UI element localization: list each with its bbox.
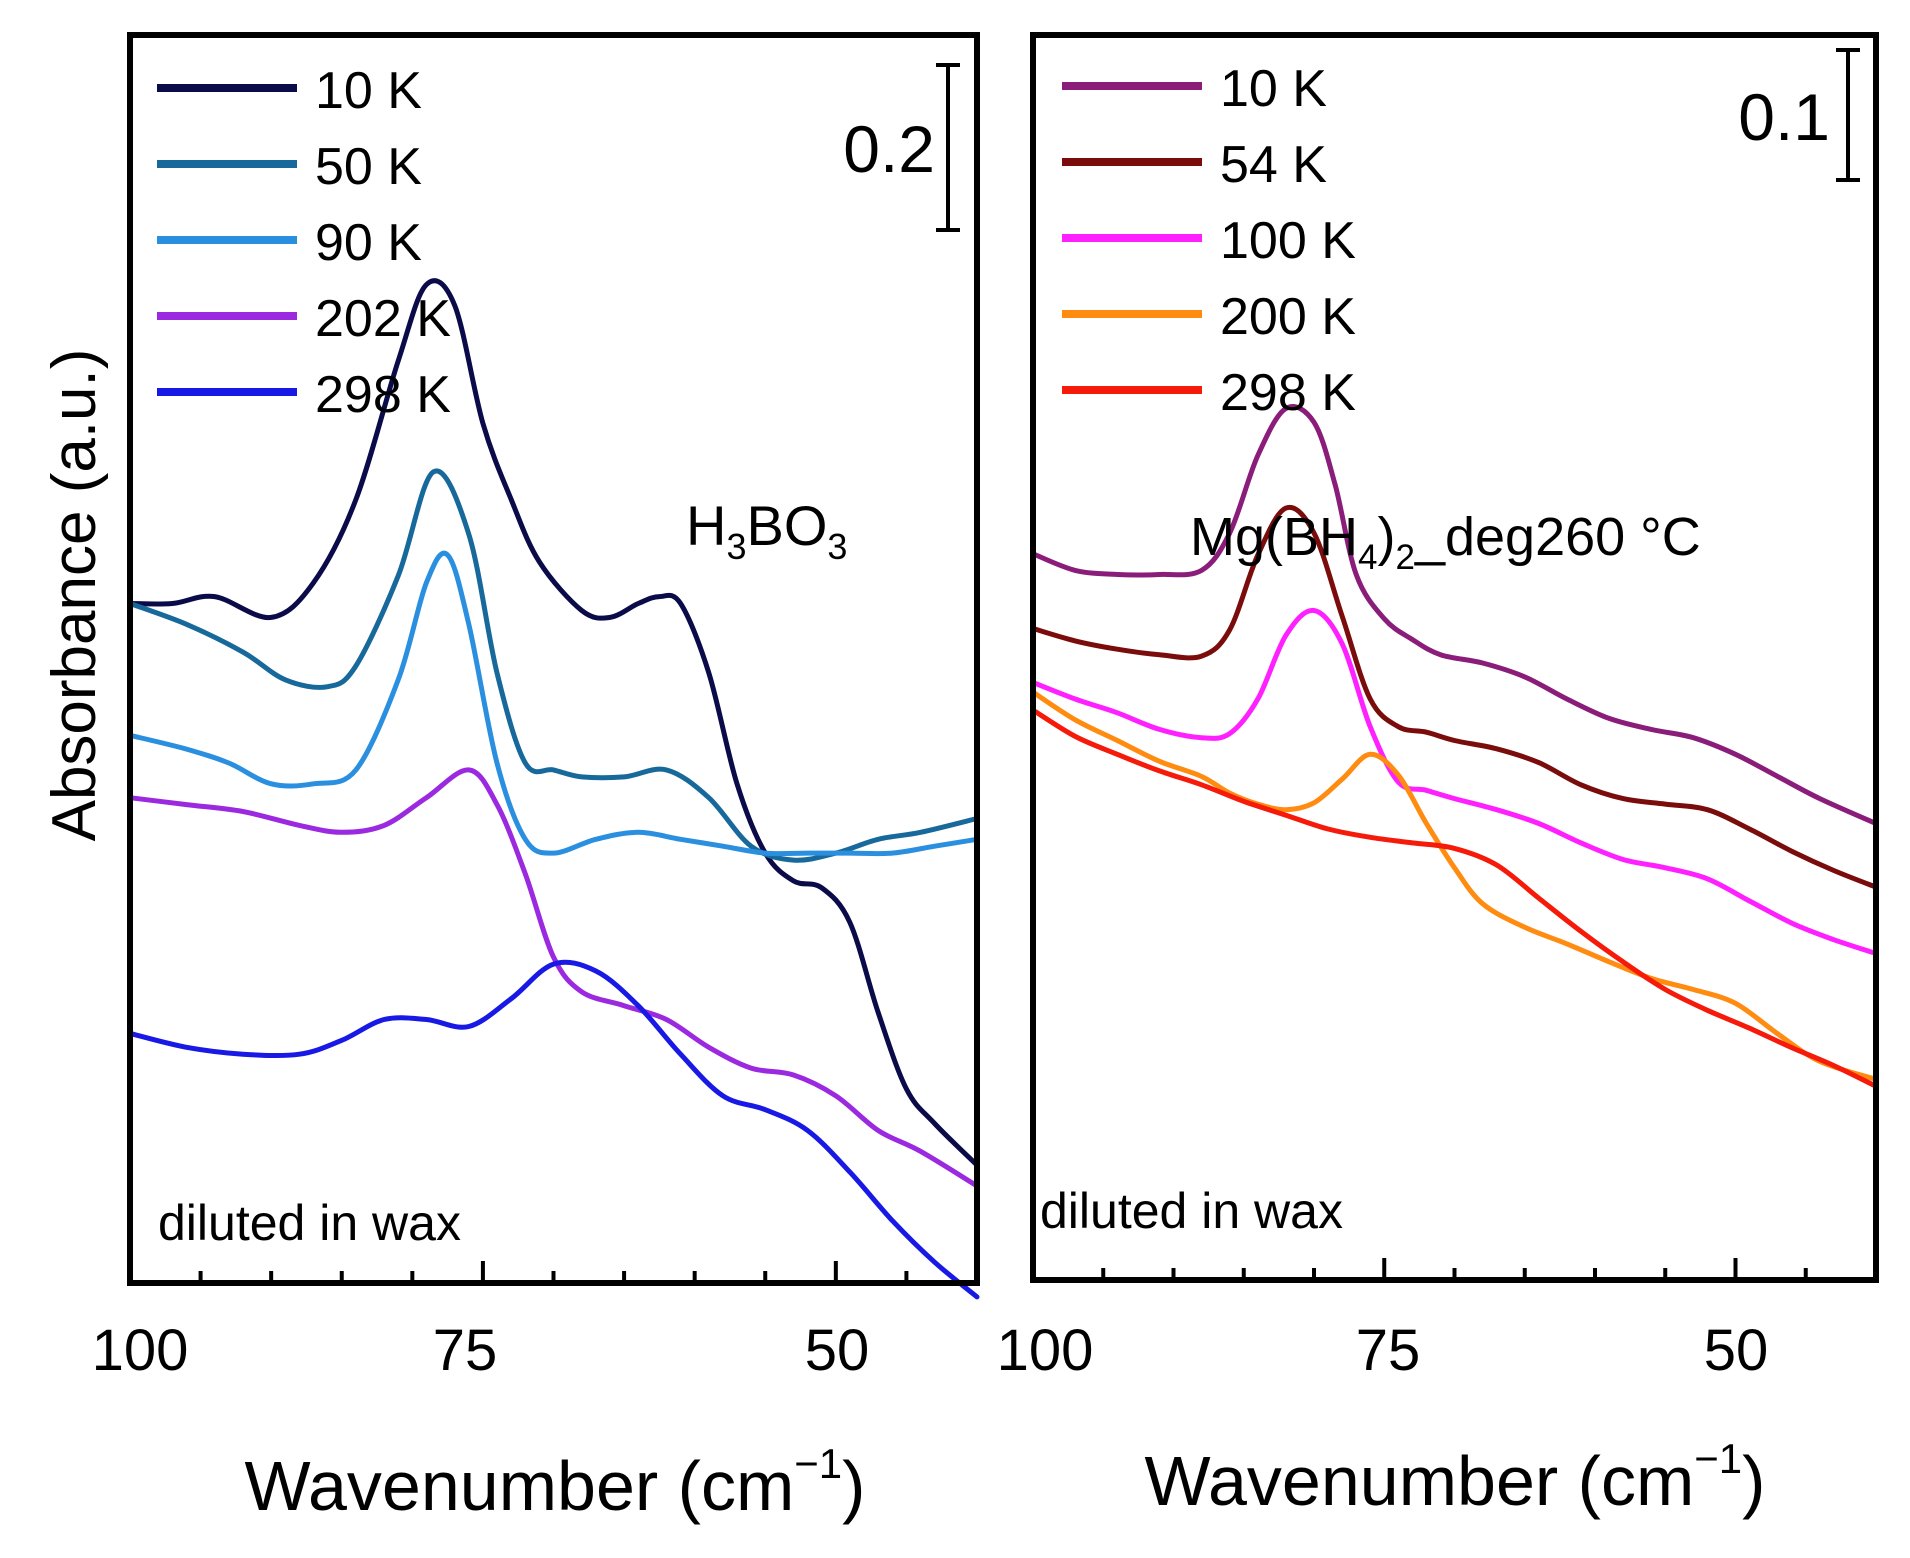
right-plot-frame — [1030, 32, 1879, 1283]
right-x-tick-label: 100 — [997, 1318, 1094, 1383]
right-sample-mid: ) — [1377, 507, 1395, 567]
right-scale-bar: 0.1 — [1738, 48, 1860, 182]
right-sample-label: Mg(BH4)2_deg260 °C — [1190, 507, 1701, 577]
left-legend-label: 298 K — [315, 366, 451, 424]
right-series-line-54k — [1030, 504, 1879, 890]
right-x-tick-label: 75 — [1356, 1318, 1421, 1383]
right-legend-label: 54 K — [1220, 136, 1327, 194]
left-series-line-298k — [127, 959, 980, 1300]
left-xlabel-main: Wavenumber (cm — [245, 1447, 795, 1525]
left-sample-sub2: 3 — [827, 526, 847, 567]
right-series-line-10k — [1030, 404, 1879, 826]
right-xlabel-sup: −1 — [1694, 1435, 1742, 1482]
left-sample-label: H3BO3 — [686, 494, 847, 567]
right-xlabel-close: ) — [1742, 1442, 1765, 1520]
right-legend-label: 10 K — [1220, 60, 1327, 118]
right-x-tick-label: 50 — [1704, 1318, 1769, 1383]
right-panel: 100 75 50 Wavenumber (cm−1) 10 K 54 K 10… — [997, 32, 1879, 1520]
left-x-tick-label: 50 — [805, 1318, 870, 1383]
left-plot-frame — [127, 32, 980, 1286]
left-legend-label: 202 K — [315, 290, 451, 348]
right-sample-base: Mg(BH — [1190, 507, 1358, 567]
left-scale-bar: 0.2 — [843, 63, 960, 232]
right-series-group — [1030, 404, 1879, 1089]
right-legend-label: 200 K — [1220, 288, 1356, 346]
left-annotation: diluted in wax — [158, 1195, 461, 1251]
left-series-line-10k — [127, 278, 980, 1168]
right-x-axis-label: Wavenumber (cm−1) — [1145, 1435, 1766, 1520]
left-series-group — [127, 278, 980, 1300]
left-legend: 10 K 50 K 90 K 202 K 298 K — [157, 62, 451, 424]
left-series-line-50k — [127, 468, 980, 863]
right-sample-sub1: 4 — [1358, 538, 1377, 577]
y-axis-label: Absorbance (a.u.) — [40, 349, 109, 842]
right-legend-label: 100 K — [1220, 212, 1356, 270]
right-series-line-298k — [1030, 707, 1879, 1089]
left-major-ticks — [480, 1261, 838, 1283]
right-legend: 10 K 54 K 100 K 200 K 298 K — [1062, 60, 1356, 422]
left-series-line-90k — [127, 550, 980, 857]
left-sample-base: H — [686, 494, 726, 557]
left-sample-sub1: 3 — [726, 526, 746, 567]
left-x-tick-label: 100 — [92, 1318, 189, 1383]
left-scale-bar-label: 0.2 — [843, 112, 935, 186]
left-panel: 100 75 50 Wavenumber (cm−1) 10 K 50 K 90… — [92, 32, 980, 1525]
right-scale-bar-label: 0.1 — [1738, 80, 1830, 154]
left-legend-label: 50 K — [315, 138, 422, 196]
right-annotation: diluted in wax — [1040, 1183, 1343, 1239]
right-xlabel-main: Wavenumber (cm — [1145, 1442, 1695, 1520]
right-sample-sub2: 2 — [1395, 538, 1414, 577]
left-x-axis-label: Wavenumber (cm−1) — [245, 1440, 866, 1525]
right-major-ticks — [1382, 1258, 1738, 1280]
left-legend-label: 90 K — [315, 214, 422, 272]
right-sample-tail: _deg260 °C — [1414, 507, 1701, 567]
right-series-line-100k — [1030, 607, 1879, 956]
left-sample-mid: BO — [746, 494, 827, 557]
left-x-tick-label: 75 — [433, 1318, 498, 1383]
left-series-line-202k — [127, 767, 980, 1189]
right-legend-label: 298 K — [1220, 364, 1356, 422]
left-xlabel-sup: −1 — [794, 1440, 842, 1487]
right-series-line-200k — [1030, 689, 1879, 1082]
left-legend-label: 10 K — [315, 62, 422, 120]
left-xlabel-close: ) — [842, 1447, 865, 1525]
